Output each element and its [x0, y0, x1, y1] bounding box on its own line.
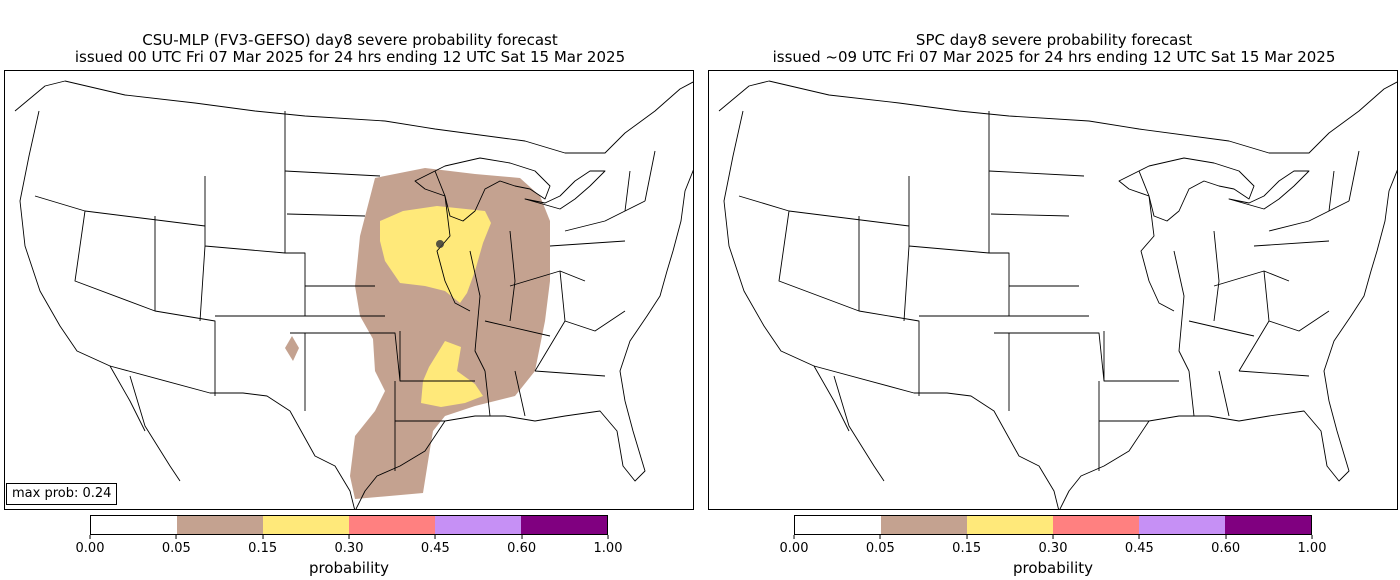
colorbar-tick: 0.60	[507, 535, 536, 556]
colorbar-tick: 0.15	[248, 535, 277, 556]
colorbar-tick: 0.00	[780, 535, 808, 556]
prob-area-005-small	[285, 336, 299, 361]
canada-border-north	[718, 80, 770, 112]
right-colorbar	[794, 515, 1312, 535]
right-colorbar-ticks: 0.00 0.05 0.15 0.30 0.45 0.60 1.00	[780, 535, 1326, 557]
right-colorbar-label: probability	[1012, 559, 1094, 577]
colorbar-tick: 0.45	[1125, 535, 1154, 556]
state-lines-west	[738, 111, 1010, 396]
west-coast	[19, 110, 146, 432]
baja	[129, 375, 181, 482]
left-title-line2: issued 00 UTC Fri 07 Mar 2025 for 24 hrs…	[74, 48, 626, 66]
atlantic-coast	[1323, 169, 1397, 402]
colorbar-tick: 0.05	[866, 535, 895, 556]
left-map[interactable]	[4, 70, 694, 510]
colorbar-seg-0	[795, 516, 881, 534]
state-lines-central	[988, 170, 1179, 471]
state-lines-east	[1138, 170, 1330, 417]
gulf-coast	[355, 400, 646, 509]
left-map-svg	[14, 80, 693, 509]
mexico-border	[109, 365, 355, 509]
colorbar-tick: 0.60	[1211, 535, 1240, 556]
colorbar-seg-3	[1053, 516, 1139, 534]
state-lines-central	[284, 170, 475, 471]
colorbar-seg-5	[521, 516, 607, 534]
colorbar-tick: 0.30	[335, 535, 363, 556]
colorbar-tick: 0.30	[1039, 535, 1067, 556]
left-colorbar-label: probability	[308, 559, 390, 577]
gulf-coast	[1059, 400, 1350, 509]
west-coast	[723, 110, 850, 432]
colorbar-seg-4	[435, 516, 521, 534]
colorbar-seg-3	[349, 516, 435, 534]
colorbar-seg-2	[263, 516, 349, 534]
prob-shading-015	[380, 206, 491, 407]
prob-area-015-north	[380, 206, 491, 303]
baja	[833, 375, 885, 482]
right-map[interactable]	[708, 70, 1398, 510]
colorbar-tick: 0.15	[952, 535, 981, 556]
colorbar-tick: 0.45	[421, 535, 450, 556]
mexico-border	[813, 365, 1059, 509]
colorbar-seg-4	[1139, 516, 1225, 534]
colorbar-seg-1	[881, 516, 967, 534]
right-forecast-panel: SPC day8 severe probability forecast iss…	[704, 0, 1400, 580]
left-title-line1: CSU-MLP (FV3-GEFSO) day8 severe probabil…	[142, 31, 558, 49]
colorbar-seg-5	[1225, 516, 1311, 534]
max-prob-marker	[436, 240, 444, 248]
right-title-line2: issued ~09 UTC Fri 07 Mar 2025 for 24 hr…	[772, 48, 1336, 66]
colorbar-tick: 1.00	[1298, 535, 1326, 556]
great-lakes	[414, 157, 606, 222]
colorbar-seg-1	[177, 516, 263, 534]
boundaries	[14, 80, 693, 509]
colorbar-seg-2	[967, 516, 1053, 534]
canada-border-north	[14, 80, 66, 112]
prob-area-015-south	[421, 341, 483, 407]
left-forecast-panel: CSU-MLP (FV3-GEFSO) day8 severe probabil…	[4, 31, 694, 577]
colorbar-seg-0	[91, 516, 177, 534]
state-lines-ne	[1268, 150, 1360, 232]
left-colorbar-ticks: 0.00 0.05 0.15 0.30 0.45 0.60 1.00	[76, 535, 622, 557]
atlantic-coast	[619, 169, 693, 402]
left-colorbar	[90, 515, 608, 535]
right-map-svg	[718, 80, 1397, 509]
colorbar-tick: 1.00	[594, 535, 622, 556]
great-lakes	[1118, 157, 1310, 222]
state-lines-west	[34, 111, 306, 396]
boundaries	[718, 80, 1397, 509]
colorbar-tick: 0.05	[162, 535, 191, 556]
max-prob-box: max prob: 0.24	[6, 483, 118, 505]
canada-border	[64, 80, 693, 154]
state-lines-ne	[564, 150, 656, 232]
canada-border	[768, 80, 1397, 154]
right-title-line1: SPC day8 severe probability forecast	[915, 31, 1193, 49]
state-lines-east	[434, 170, 626, 417]
colorbar-tick: 0.00	[76, 535, 104, 556]
